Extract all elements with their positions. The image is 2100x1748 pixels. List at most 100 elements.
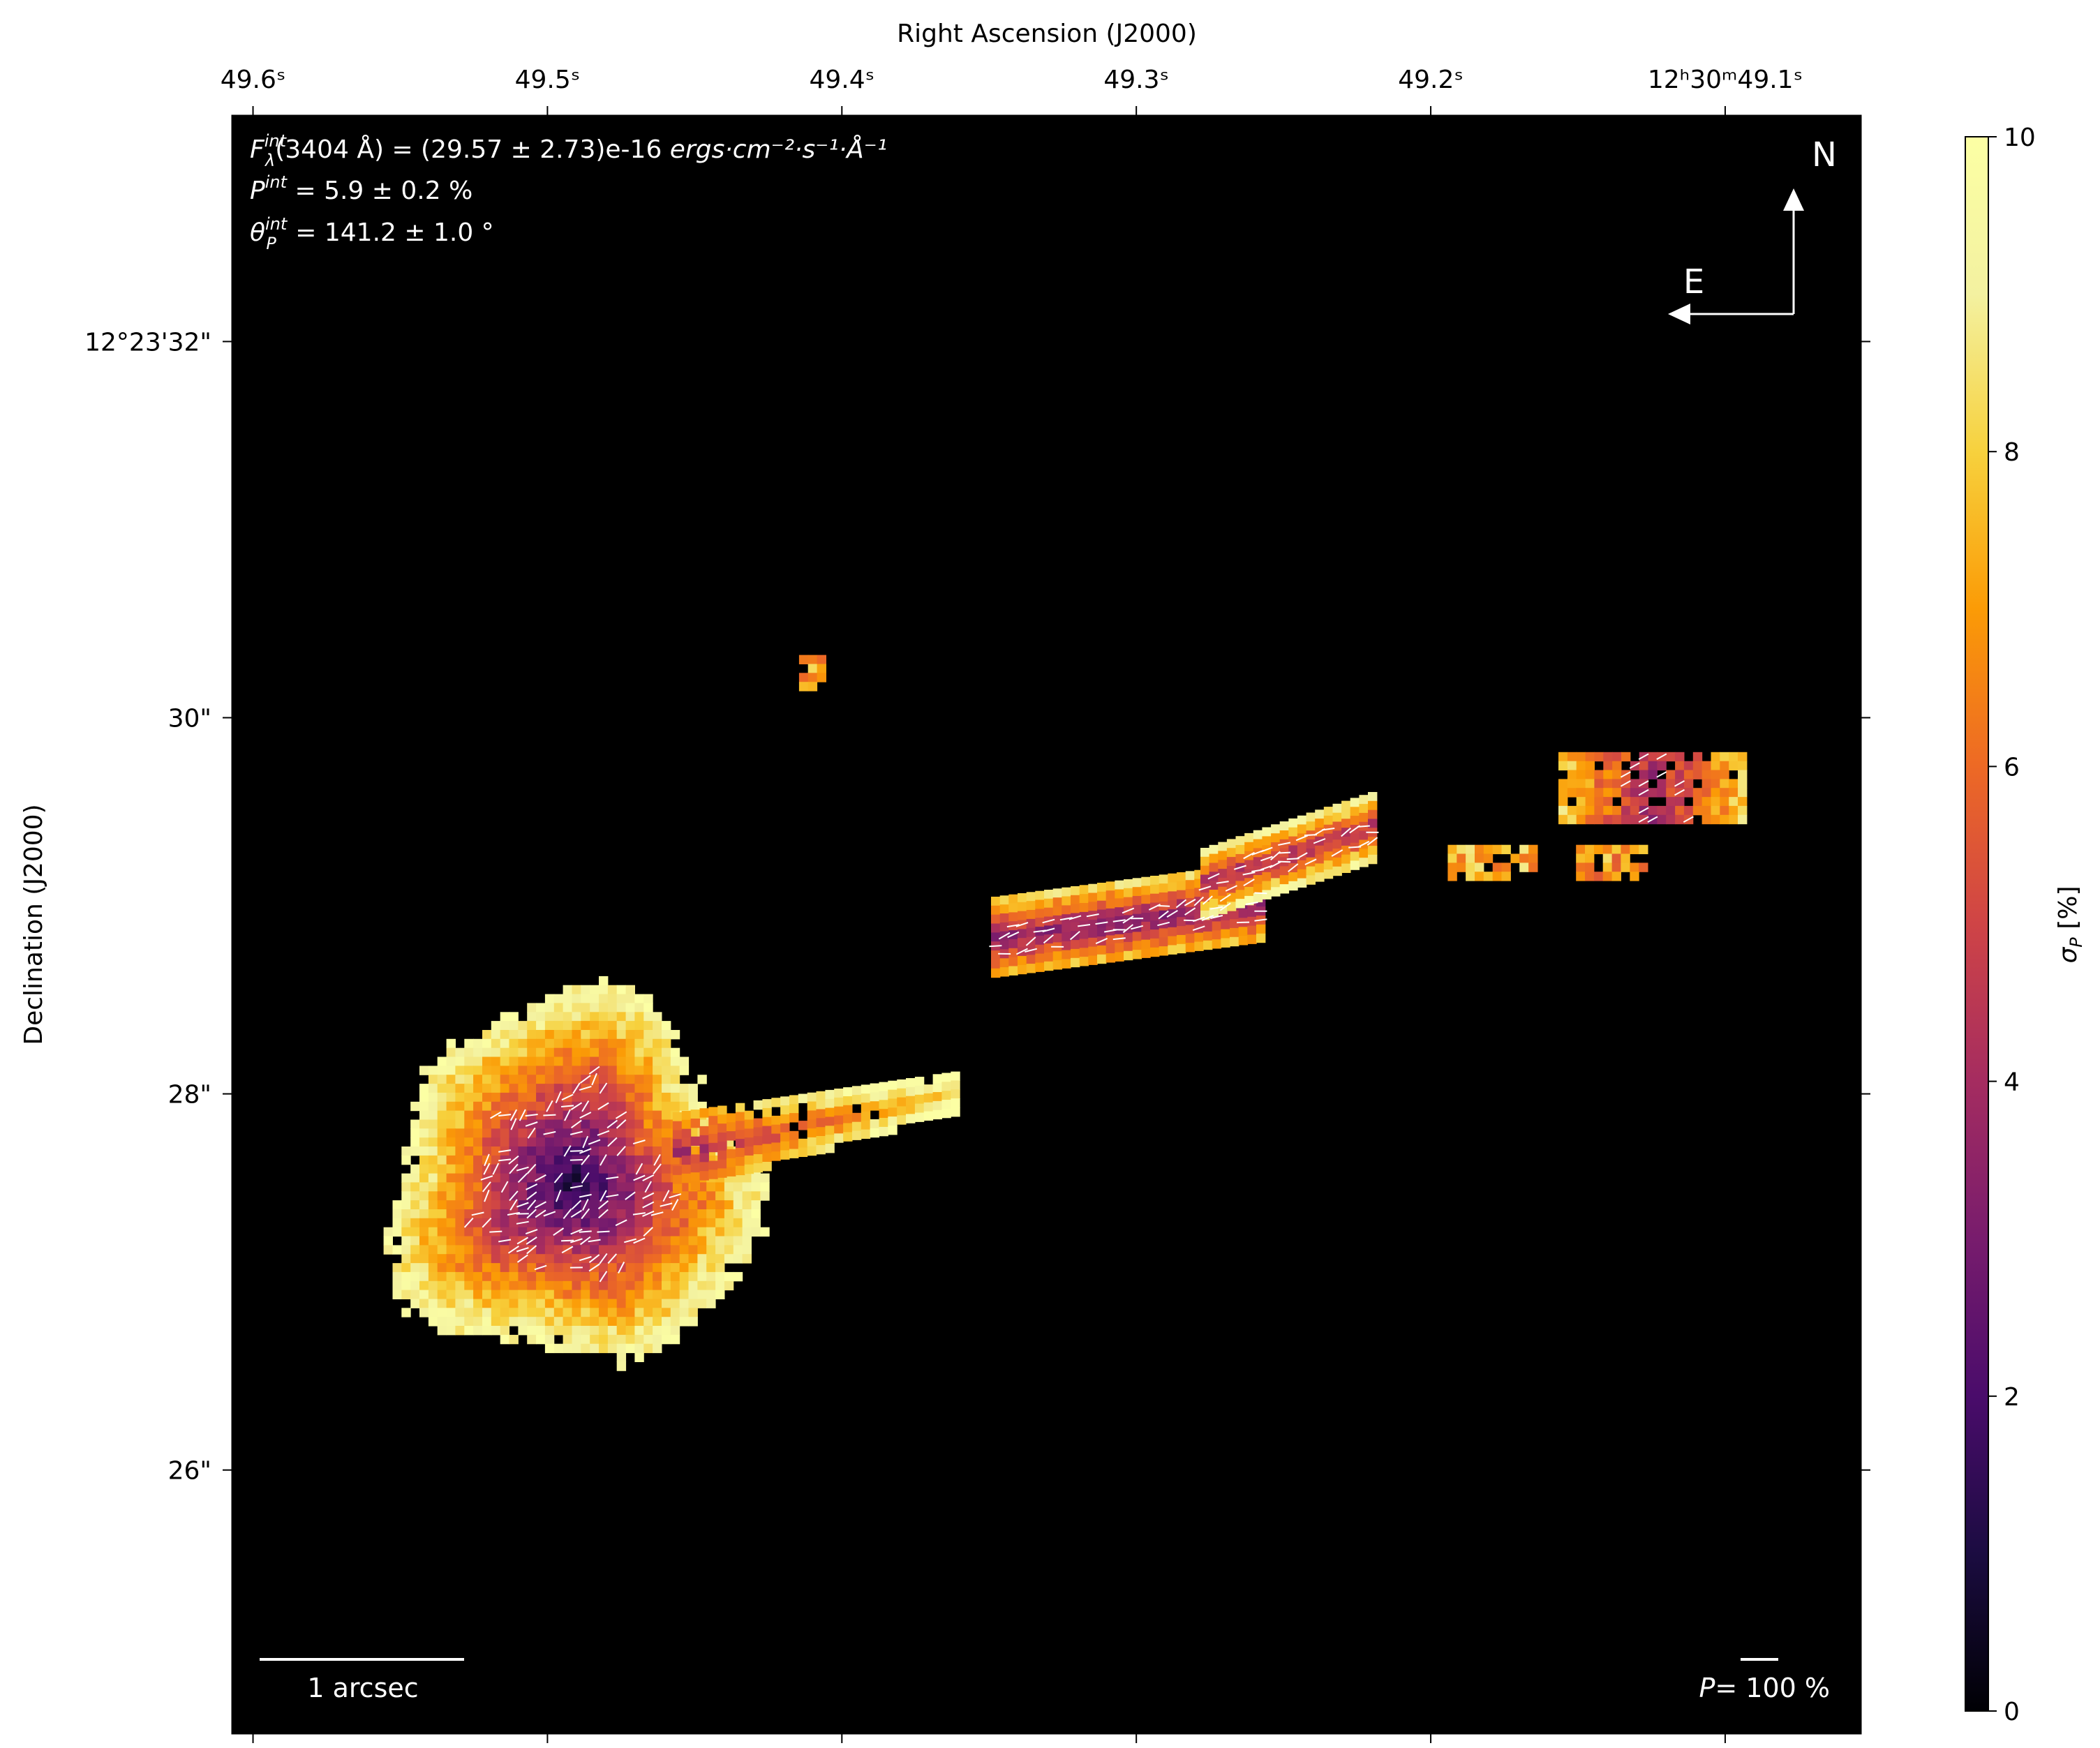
- sigma-pixel: [1238, 927, 1249, 936]
- sigma-pixel: [446, 1137, 456, 1147]
- sigma-pixel: [733, 1200, 743, 1210]
- sigma-pixel: [1306, 866, 1316, 876]
- sigma-pixel: [733, 1254, 743, 1264]
- sigma-pixel: [724, 1236, 734, 1246]
- sigma-pixel: [1279, 884, 1290, 894]
- sigma-pixel: [401, 1200, 411, 1210]
- sigma-pixel: [428, 1290, 438, 1299]
- sigma-pixel: [1218, 842, 1228, 851]
- sigma-pixel: [708, 1142, 718, 1153]
- sigma-pixel: [1052, 933, 1063, 943]
- sigma-pixel: [491, 1326, 501, 1336]
- sigma-pixel: [482, 1200, 492, 1210]
- sigma-pixel: [672, 1112, 683, 1122]
- polarization-vector: [1620, 780, 1631, 787]
- sigma-pixel: [1720, 770, 1729, 779]
- sigma-pixel: [699, 1162, 709, 1172]
- sigma-pixel: [670, 1308, 680, 1317]
- sigma-pixel: [1297, 824, 1307, 834]
- sigma-pixel: [455, 1182, 465, 1192]
- sigma-pixel: [679, 1245, 690, 1255]
- sigma-pixel: [670, 1047, 680, 1058]
- sigma-pixel: [1105, 917, 1116, 927]
- sigma-pixel: [590, 1245, 600, 1255]
- sigma-pixel: [653, 1200, 662, 1210]
- sigma-pixel: [679, 1263, 690, 1273]
- sigma-pixel: [733, 1271, 743, 1282]
- sigma-pixel: [553, 1308, 564, 1317]
- sigma-pixel: [706, 1299, 716, 1308]
- sigma-pixel: [1203, 922, 1213, 932]
- sigma-pixel: [590, 1047, 600, 1058]
- sigma-pixel: [1235, 899, 1245, 909]
- sigma-pixel: [634, 1056, 644, 1066]
- sigma-pixel: [753, 1100, 763, 1110]
- sigma-pixel: [518, 1308, 528, 1317]
- sigma-pixel: [464, 1290, 474, 1299]
- polarization-vector: [1331, 849, 1343, 857]
- sigma-pixel: [455, 1075, 465, 1084]
- sigma-pixel: [690, 1163, 700, 1173]
- sigma-pixel: [590, 1317, 600, 1327]
- sigma-pixel: [590, 1280, 600, 1291]
- sigma-pixel: [455, 1290, 465, 1299]
- polarization-vector: [569, 1185, 583, 1189]
- sigma-pixel: [473, 1047, 483, 1058]
- sigma-pixel: [1630, 805, 1640, 816]
- sigma-pixel: [1018, 929, 1027, 939]
- sigma-pixel: [735, 1156, 745, 1167]
- sigma-pixel: [643, 1290, 653, 1299]
- sigma-pixel: [1738, 770, 1748, 779]
- sigma-pixel: [1226, 892, 1237, 902]
- sigma-pixel: [816, 1091, 826, 1101]
- sigma-pixel: [491, 1254, 501, 1264]
- sigma-pixel: [1657, 788, 1667, 798]
- sigma-pixel: [1026, 892, 1036, 902]
- sigma-pixel: [643, 1075, 653, 1084]
- sigma-pixel: [536, 1092, 546, 1103]
- sigma-pixel: [662, 1299, 671, 1308]
- sigma-pixel: [410, 1263, 420, 1273]
- sigma-pixel: [653, 1119, 662, 1129]
- sigma-pixel: [437, 1137, 447, 1147]
- sigma-pixel: [536, 1191, 546, 1201]
- polarization-vector: [1269, 861, 1281, 869]
- sigma-pixel: [437, 1173, 447, 1183]
- sigma-pixel: [401, 1155, 411, 1165]
- sigma-pixel: [897, 1115, 907, 1125]
- sigma-pixel: [625, 1084, 635, 1093]
- sigma-pixel: [679, 1254, 690, 1264]
- sigma-pixel: [581, 1092, 590, 1103]
- sigma-pixel: [653, 1280, 662, 1291]
- y-axis-label: Declination (J2000): [20, 804, 48, 1045]
- sigma-pixel: [1226, 857, 1237, 867]
- sigma-pixel: [509, 1334, 519, 1345]
- sigma-pixel: [590, 1092, 600, 1103]
- sigma-pixel: [1341, 863, 1351, 873]
- sigma-pixel: [834, 1106, 844, 1116]
- sigma-pixel: [536, 1146, 546, 1156]
- sigma-pixel: [1648, 805, 1658, 816]
- sigma-pixel: [1052, 897, 1063, 907]
- sigma-pixel: [500, 1263, 510, 1273]
- sigma-pixel: [1226, 874, 1237, 885]
- sigma-pixel: [437, 1317, 447, 1327]
- sigma-pixel: [1256, 933, 1266, 943]
- sigma-pixel: [1675, 805, 1685, 816]
- sigma-pixel: [643, 1334, 653, 1345]
- sigma-pixel: [1648, 761, 1658, 771]
- sigma-pixel: [1350, 798, 1360, 807]
- sigma-pixel: [1253, 839, 1263, 849]
- sigma-pixel: [553, 1101, 564, 1112]
- sigma-pixel: [861, 1103, 871, 1112]
- sigma-pixel: [1368, 792, 1378, 802]
- sigma-pixel: [455, 1209, 465, 1219]
- sigma-pixel: [1044, 907, 1054, 918]
- sigma-pixel: [1185, 943, 1196, 953]
- sigma-pixel: [1332, 803, 1342, 814]
- sigma-pixel: [851, 1112, 862, 1123]
- sigma-pixel: [419, 1200, 429, 1210]
- sigma-pixel: [1226, 848, 1237, 858]
- sigma-pixel: [544, 1173, 555, 1183]
